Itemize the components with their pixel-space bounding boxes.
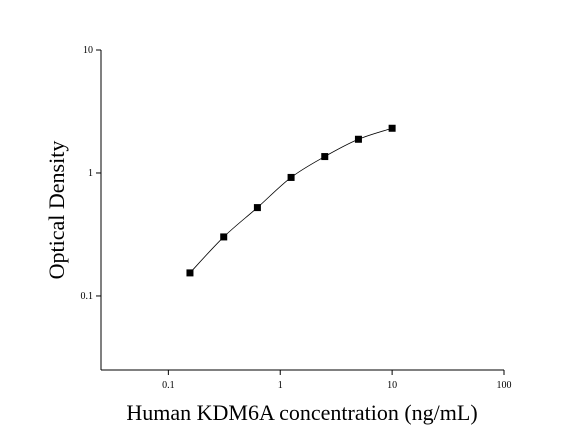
point: [220, 233, 228, 241]
x-tick-label: 100: [497, 380, 512, 391]
fit-line: [189, 127, 393, 274]
y-tick-label: 1: [88, 168, 93, 179]
x-tick-label: 1: [278, 380, 283, 391]
point: [354, 135, 362, 143]
point: [186, 269, 194, 277]
y-axis-title: Optical Density: [44, 141, 69, 280]
point: [321, 153, 329, 161]
x-axis-title: Human KDM6A concentration (ng/mL): [126, 400, 477, 425]
y-tick-label: 0.1: [81, 291, 94, 302]
y-tick-label: 10: [83, 45, 93, 56]
point: [388, 124, 396, 132]
x-tick-label: 10: [387, 380, 397, 391]
point: [287, 173, 295, 181]
point: [253, 204, 261, 212]
x-tick-label: 0.1: [162, 380, 175, 391]
